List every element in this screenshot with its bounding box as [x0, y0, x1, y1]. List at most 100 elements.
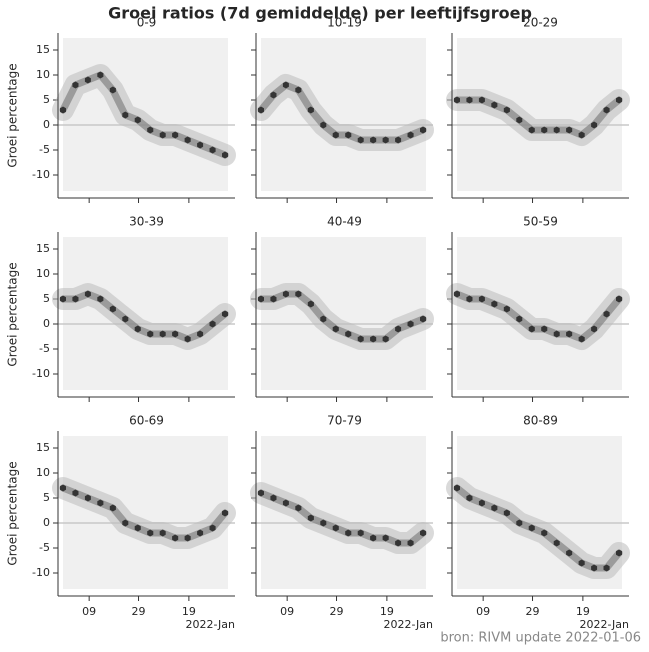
- panel-title: 10-19: [327, 16, 362, 30]
- hexbin-cell: [332, 131, 339, 139]
- hexbin-cell: [295, 86, 302, 94]
- x-tick-label: 19: [576, 605, 590, 618]
- hexbin-cell: [566, 330, 573, 338]
- y-tick-label: 0: [43, 118, 50, 131]
- y-tick-label: -10: [32, 367, 50, 380]
- hexbin-cell: [454, 290, 460, 298]
- hexbin-cell: [222, 310, 229, 318]
- x-tick-label: 09: [82, 605, 96, 618]
- hexbin-cell: [553, 126, 560, 134]
- hexbin-cell: [478, 96, 485, 104]
- hexbin-cell: [84, 290, 91, 298]
- hexbin-cell: [84, 494, 91, 502]
- hexbin-cell: [258, 295, 264, 303]
- hexbin-cell: [84, 76, 91, 84]
- panel-title: 30-39: [129, 215, 164, 229]
- hexbin-cell: [134, 524, 141, 532]
- hexbin-cell: [382, 136, 389, 144]
- panel-title: 50-59: [523, 215, 558, 229]
- y-tick-label: -5: [39, 342, 50, 355]
- hexbin-cell: [147, 529, 154, 537]
- y-tick-label: 15: [36, 43, 50, 56]
- hexbin-cell: [209, 320, 216, 328]
- hexbin-cell: [491, 101, 498, 109]
- x-tick-label: 09: [476, 605, 490, 618]
- hexbin-cell: [72, 81, 79, 89]
- plot-background: [63, 237, 228, 390]
- y-tick-label: -5: [39, 541, 50, 554]
- hexbin-cell: [541, 325, 548, 333]
- hexbin-cell: [270, 91, 277, 99]
- hexbin-cell: [616, 96, 623, 104]
- hexbin-cell: [197, 529, 204, 537]
- hexbin-cell: [172, 330, 179, 338]
- x-tick-label: 09: [280, 605, 294, 618]
- panel-title: 40-49: [327, 215, 362, 229]
- hexbin-cell: [134, 116, 141, 124]
- hexbin-cell: [282, 499, 289, 507]
- hexbin-cell: [345, 529, 352, 537]
- hexbin-cell: [578, 559, 585, 567]
- hexbin-cell: [109, 86, 116, 94]
- panel-title: 60-69: [129, 414, 164, 428]
- hexbin-cell: [466, 96, 473, 104]
- hexbin-cell: [60, 106, 66, 114]
- hexbin-cell: [528, 524, 535, 532]
- hexbin-cell: [603, 310, 610, 318]
- hexbin-cell: [454, 96, 460, 104]
- hexbin-cell: [332, 325, 339, 333]
- x-offset-label: 2022-Jan: [383, 618, 433, 631]
- hexbin-cell: [197, 330, 204, 338]
- hexbin-cell: [370, 534, 377, 542]
- panel-title: 0-9: [137, 16, 157, 30]
- hexbin-cell: [420, 126, 427, 134]
- hexbin-cell: [258, 106, 264, 114]
- y-tick-label: -5: [39, 143, 50, 156]
- hexbin-cell: [72, 295, 79, 303]
- hexbin-cell: [370, 136, 377, 144]
- hexbin-cell: [370, 335, 377, 343]
- hexbin-cell: [591, 121, 598, 129]
- hexbin-cell: [97, 499, 104, 507]
- hexbin-cell: [616, 295, 623, 303]
- y-tick-label: 10: [36, 68, 50, 81]
- y-tick-label: 5: [43, 292, 50, 305]
- hexbin-cell: [578, 335, 585, 343]
- hexbin-cell: [270, 494, 277, 502]
- panel-title: 20-29: [523, 16, 558, 30]
- panel-title: 70-79: [327, 414, 362, 428]
- y-axis-label: Groei percentage: [6, 461, 20, 565]
- x-tick-label: 29: [132, 605, 146, 618]
- hexbin-cell: [345, 131, 352, 139]
- hexbin-cell: [466, 295, 473, 303]
- x-tick-label: 29: [330, 605, 344, 618]
- hexbin-cell: [320, 519, 327, 527]
- hexbin-cell: [172, 534, 179, 542]
- hexbin-cell: [478, 295, 485, 303]
- y-tick-label: 5: [43, 93, 50, 106]
- hexbin-cell: [528, 325, 535, 333]
- y-tick-label: -10: [32, 566, 50, 579]
- hexbin-cell: [357, 136, 364, 144]
- hexbin-cell: [395, 539, 402, 547]
- hexbin-cell: [345, 330, 352, 338]
- hexbin-cell: [184, 534, 191, 542]
- hexbin-cell: [295, 504, 302, 512]
- hexbin-cell: [147, 126, 154, 134]
- x-tick-label: 19: [380, 605, 394, 618]
- hexbin-cell: [172, 131, 179, 139]
- plot-background: [63, 436, 228, 589]
- hexbin-cell: [320, 121, 327, 129]
- hexbin-cell: [553, 330, 560, 338]
- hexbin-cell: [407, 320, 414, 328]
- hexbin-cell: [503, 509, 510, 517]
- x-offset-label: 2022-Jan: [185, 618, 235, 631]
- hexbin-cell: [466, 494, 473, 502]
- hexbin-cell: [503, 305, 510, 313]
- hexbin-cell: [541, 529, 548, 537]
- hexbin-cell: [407, 131, 414, 139]
- y-axis-label: Groei percentage: [6, 63, 20, 167]
- hexbin-cell: [420, 529, 427, 537]
- hexbin-cell: [357, 529, 364, 537]
